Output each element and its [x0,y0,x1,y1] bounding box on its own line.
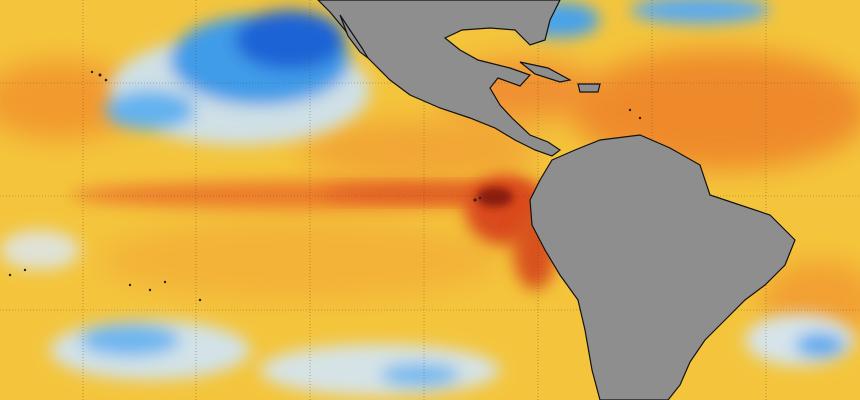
south-america [529,134,796,400]
north-central-america [317,0,562,157]
land [317,0,796,400]
el-nino-band [70,175,590,290]
hispaniola [577,83,601,93]
cuba [519,61,572,83]
baja-california [339,14,369,59]
islands [8,70,642,302]
